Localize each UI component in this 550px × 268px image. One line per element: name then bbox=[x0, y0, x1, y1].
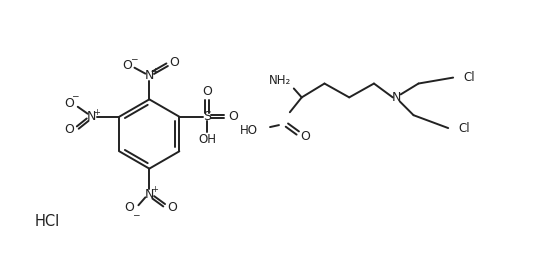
Text: −: − bbox=[71, 91, 79, 100]
Text: HCl: HCl bbox=[35, 214, 60, 229]
Text: O: O bbox=[167, 201, 177, 214]
Text: N: N bbox=[145, 188, 154, 201]
Text: HO: HO bbox=[240, 124, 258, 136]
Text: O: O bbox=[64, 97, 74, 110]
Text: O: O bbox=[169, 56, 179, 69]
Text: Cl: Cl bbox=[463, 71, 475, 84]
Text: +: + bbox=[151, 185, 158, 194]
Text: Cl: Cl bbox=[458, 122, 470, 135]
Text: +: + bbox=[151, 67, 158, 76]
Text: O: O bbox=[202, 85, 212, 98]
Text: OH: OH bbox=[198, 133, 216, 146]
Text: O: O bbox=[228, 110, 238, 123]
Text: N: N bbox=[392, 91, 402, 104]
Text: +: + bbox=[94, 108, 101, 117]
Text: O: O bbox=[123, 59, 133, 72]
Text: −: − bbox=[131, 211, 139, 220]
Text: O: O bbox=[125, 201, 134, 214]
Text: S: S bbox=[203, 110, 211, 123]
Text: O: O bbox=[64, 123, 74, 136]
Text: N: N bbox=[145, 69, 154, 82]
Text: −: − bbox=[130, 54, 138, 63]
Text: O: O bbox=[300, 131, 310, 143]
Text: NH₂: NH₂ bbox=[269, 74, 291, 87]
Text: N: N bbox=[87, 110, 96, 123]
